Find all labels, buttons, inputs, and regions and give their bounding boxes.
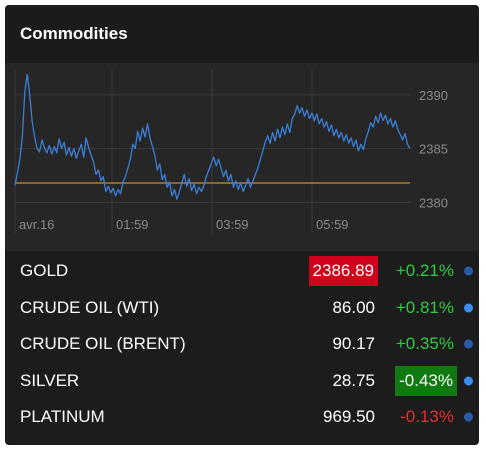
status-dot-icon: [464, 376, 473, 386]
commodities-widget: Commodities 2380 2385 2390 avr.16 01:59 03:59…: [5, 5, 479, 445]
status-dot-icon: [464, 412, 473, 422]
y-tick-label: 2380: [419, 195, 448, 210]
quote-row-crude-oil-wti[interactable]: CRUDE OIL (WTI) 86.00 +0.81%: [5, 290, 479, 327]
widget-header: Commodities: [5, 5, 479, 63]
widget-title: Commodities: [20, 24, 128, 43]
quote-change: -0.43%: [395, 365, 457, 396]
quote-row-silver[interactable]: SILVER 28.75 -0.43%: [5, 363, 479, 400]
price-series-line: [14, 73, 411, 200]
status-dot-icon: [464, 266, 473, 276]
y-tick-label: 2390: [419, 88, 448, 103]
x-tick-label: 05:59: [316, 217, 349, 232]
chart-svg: 2380 2385 2390 avr.16 01:59 03:59 05:59: [14, 69, 448, 233]
quote-name: GOLD: [20, 261, 69, 281]
x-tick-label: 03:59: [216, 217, 249, 232]
x-tick-label: avr.16: [19, 217, 54, 232]
quote-price: 90.17: [332, 334, 375, 354]
quote-price: 969.50: [323, 407, 375, 427]
quote-change: -0.13%: [400, 407, 454, 427]
quote-change: +0.21%: [395, 261, 454, 281]
price-chart[interactable]: 2380 2385 2390 avr.16 01:59 03:59 05:59: [5, 63, 479, 251]
quote-price: 28.75: [332, 370, 375, 390]
quote-change: +0.35%: [395, 334, 454, 354]
quote-row-crude-oil-brent[interactable]: CRUDE OIL (BRENT) 90.17 +0.35%: [5, 326, 479, 363]
quote-name: CRUDE OIL (BRENT): [20, 334, 186, 354]
quote-name: SILVER: [20, 370, 80, 390]
quote-list: GOLD 2386.89 +0.21% CRUDE OIL (WTI) 86.0…: [5, 251, 479, 436]
y-tick-label: 2385: [419, 142, 448, 157]
status-dot-icon: [464, 339, 473, 349]
quote-name: PLATINUM: [20, 407, 105, 427]
quote-row-platinum[interactable]: PLATINUM 969.50 -0.13%: [5, 399, 479, 436]
quote-row-gold[interactable]: GOLD 2386.89 +0.21%: [5, 253, 479, 290]
status-dot-icon: [464, 303, 473, 313]
quote-name: CRUDE OIL (WTI): [20, 297, 160, 317]
quote-change: +0.81%: [395, 297, 454, 317]
quote-price: 2386.89: [308, 256, 378, 287]
x-tick-label: 01:59: [116, 217, 149, 232]
quote-price: 86.00: [332, 297, 375, 317]
